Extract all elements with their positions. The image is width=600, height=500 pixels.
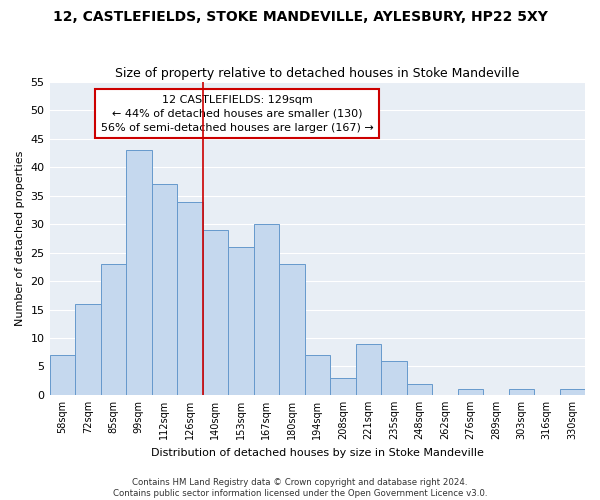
Bar <box>152 184 177 395</box>
Bar <box>330 378 356 395</box>
Bar <box>279 264 305 395</box>
Bar <box>101 264 126 395</box>
Bar <box>50 355 75 395</box>
Text: 12, CASTLEFIELDS, STOKE MANDEVILLE, AYLESBURY, HP22 5XY: 12, CASTLEFIELDS, STOKE MANDEVILLE, AYLE… <box>53 10 547 24</box>
Bar <box>75 304 101 395</box>
Bar <box>560 389 585 395</box>
Bar <box>381 361 407 395</box>
Text: Contains HM Land Registry data © Crown copyright and database right 2024.
Contai: Contains HM Land Registry data © Crown c… <box>113 478 487 498</box>
Bar <box>203 230 228 395</box>
Bar <box>177 202 203 395</box>
Bar <box>356 344 381 395</box>
Bar <box>458 389 483 395</box>
Bar <box>509 389 534 395</box>
X-axis label: Distribution of detached houses by size in Stoke Mandeville: Distribution of detached houses by size … <box>151 448 484 458</box>
Bar <box>407 384 432 395</box>
Title: Size of property relative to detached houses in Stoke Mandeville: Size of property relative to detached ho… <box>115 66 520 80</box>
Bar <box>305 355 330 395</box>
Bar <box>254 224 279 395</box>
Bar <box>126 150 152 395</box>
Y-axis label: Number of detached properties: Number of detached properties <box>15 151 25 326</box>
Text: 12 CASTLEFIELDS: 129sqm
← 44% of detached houses are smaller (130)
56% of semi-d: 12 CASTLEFIELDS: 129sqm ← 44% of detache… <box>101 94 373 132</box>
Bar <box>228 247 254 395</box>
